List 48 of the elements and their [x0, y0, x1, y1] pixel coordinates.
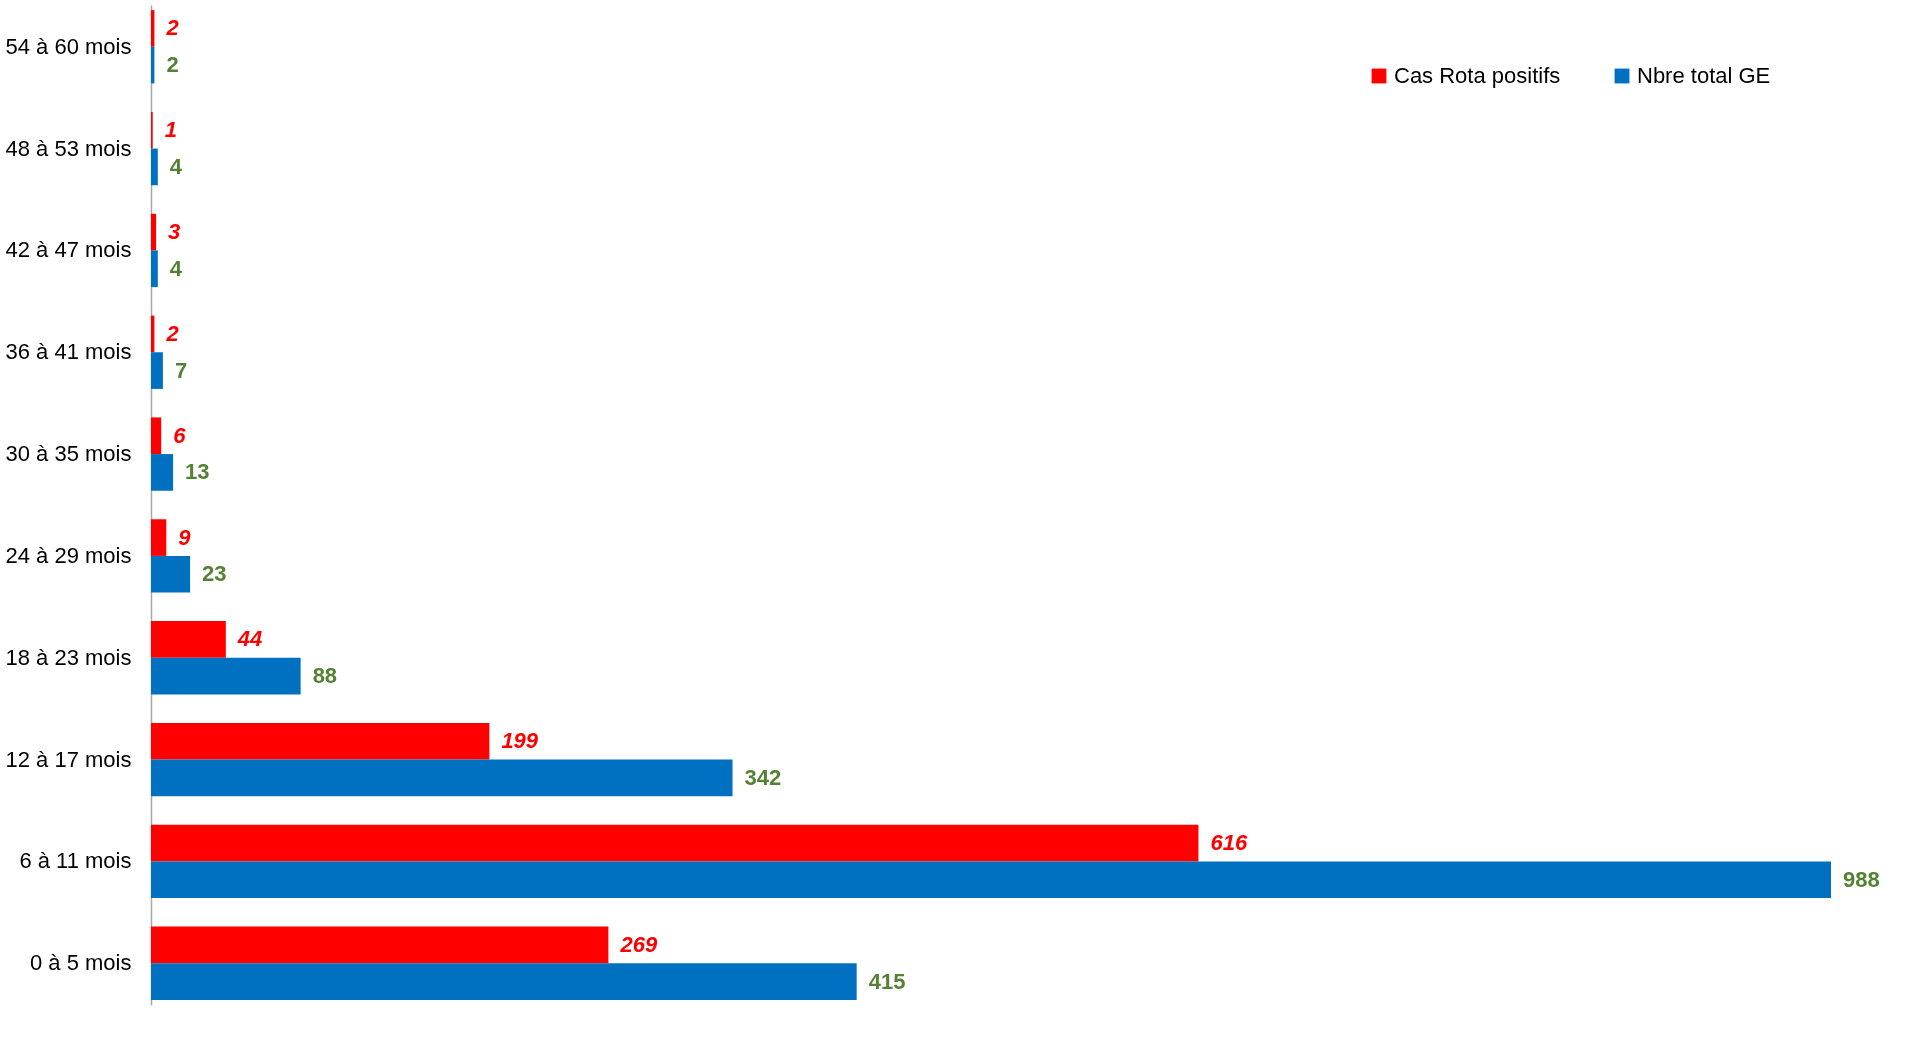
data-label: 2	[166, 52, 179, 78]
bar	[151, 454, 174, 491]
bar	[151, 759, 733, 797]
y-tick-label: 18 à 23 mois	[5, 644, 132, 670]
data-label: 2	[165, 320, 180, 346]
y-tick-label: 0 à 5 mois	[30, 950, 132, 976]
y-tick-label: 42 à 47 mois	[5, 237, 132, 263]
legend-label: Nbre total GE	[1637, 63, 1771, 88]
bar	[151, 250, 158, 288]
data-label: 13	[185, 459, 210, 485]
data-label: 3	[168, 219, 181, 245]
bar	[151, 861, 1831, 899]
data-label: 1	[164, 117, 177, 143]
legend-label: Cas Rota positifs	[1394, 63, 1561, 88]
bar	[151, 148, 158, 186]
bar	[151, 352, 163, 389]
data-label: 44	[236, 626, 263, 652]
bar	[151, 621, 226, 658]
data-label: 23	[202, 561, 227, 587]
y-tick-label: 24 à 29 mois	[5, 542, 132, 568]
bar	[151, 926, 609, 964]
y-tick-label: 36 à 41 mois	[5, 339, 132, 365]
data-label: 4	[169, 153, 183, 179]
data-label: 199	[501, 728, 539, 754]
bar	[151, 963, 857, 1000]
y-tick-label: 12 à 17 mois	[5, 746, 132, 772]
bar	[151, 555, 191, 593]
data-label: 9	[178, 524, 192, 550]
y-tick-label: 30 à 35 mois	[5, 441, 132, 467]
y-tick-label: 48 à 53 mois	[5, 135, 132, 161]
data-label: 342	[744, 764, 782, 790]
data-label: 88	[312, 663, 338, 689]
bar	[151, 519, 167, 556]
bar	[151, 417, 162, 455]
data-label: 415	[868, 968, 906, 994]
data-label: 988	[1843, 866, 1880, 892]
data-label: 616	[1210, 830, 1248, 856]
data-label: 6	[173, 422, 187, 448]
y-tick-label: 6 à 11 mois	[19, 848, 132, 874]
bar	[151, 824, 1199, 862]
bar	[151, 722, 490, 760]
data-label: 269	[619, 931, 658, 957]
bar	[151, 657, 301, 695]
data-label: 2	[165, 15, 180, 41]
y-tick-label: 54 à 60 mois	[5, 33, 132, 59]
data-label: 7	[174, 357, 188, 383]
data-label: 4	[169, 255, 183, 281]
bar	[151, 213, 157, 251]
